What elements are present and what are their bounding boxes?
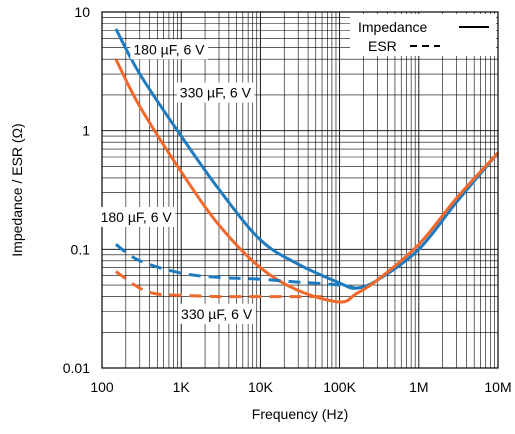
anno_330_imp-background	[176, 82, 255, 103]
series-esr-180uF	[115, 243, 357, 290]
series-impedance-180uF	[114, 28, 500, 290]
x-tick-label: 10K	[248, 379, 274, 395]
x-tick-label: 100	[90, 379, 114, 395]
legend-esr-label: ESR	[368, 38, 397, 54]
legend-box	[350, 14, 496, 56]
series-layer	[114, 28, 500, 304]
anno-180-esr-label: 180 µF, 6 V	[101, 209, 173, 225]
anno-330-imp-label: 330 µF, 6 V	[180, 85, 252, 101]
x-tick-label: 1M	[409, 379, 428, 395]
x-axis-title: Frequency (Hz)	[252, 406, 348, 422]
ticks: 100 1K 10K 100K 1M 10M 0.01 0.1 1 10	[63, 4, 512, 395]
plot-frame	[101, 11, 499, 369]
anno_180_imp-background	[130, 39, 209, 60]
plot-background	[102, 12, 498, 368]
anno_330_esr-background	[178, 303, 256, 324]
anno-330-esr-label: 330 µF, 6 V	[181, 306, 253, 322]
annotations: 180 µF, 6 V 330 µF, 6 V 180 µF, 6 V 330 µF,…	[97, 39, 256, 324]
series-esr-330uF	[115, 270, 328, 299]
legend-impedance-label: Impedance	[358, 19, 427, 35]
x-tick-label: 1K	[173, 379, 191, 395]
y-tick-label: 1	[82, 123, 90, 139]
anno_180_esr-background	[97, 206, 176, 227]
x-tick-label: 100K	[323, 379, 356, 395]
y-tick-label: 10	[74, 4, 90, 20]
anno-180-imp-label: 180 µF, 6 V	[133, 41, 205, 57]
y-tick-label: 0.1	[71, 241, 91, 257]
y-tick-label: 0.01	[63, 360, 90, 376]
legend: Impedance ESR	[350, 14, 496, 56]
x-tick-label: 10M	[484, 379, 511, 395]
y-axis-title: Impedance / ESR (Ω)	[9, 123, 25, 256]
